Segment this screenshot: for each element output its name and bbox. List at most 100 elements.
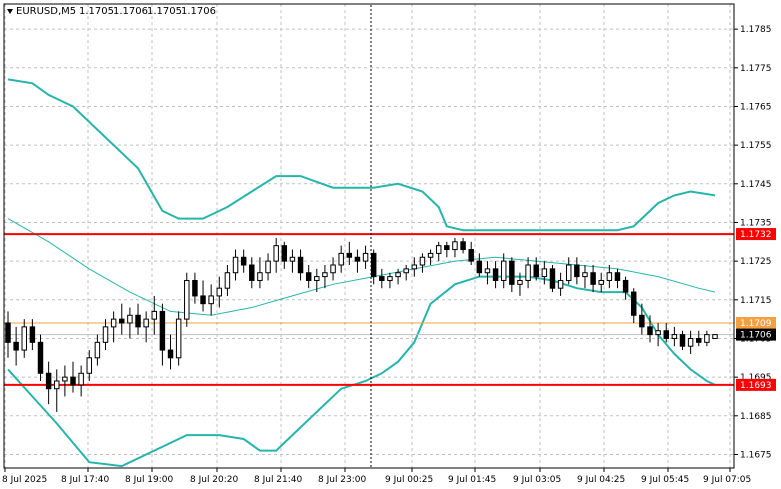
x-tick-label: 9 Jul 04:25 xyxy=(577,475,625,485)
y-tick-label: 1.1675 xyxy=(740,450,772,460)
candle xyxy=(143,311,149,343)
level-tag-label: 1.1732 xyxy=(740,230,772,240)
ohlc-close: 1.1706 xyxy=(181,6,216,17)
candle-body xyxy=(549,268,556,289)
candle xyxy=(151,295,158,335)
x-tick-label: 8 Jul 20:20 xyxy=(190,475,239,485)
candle-body xyxy=(452,241,458,251)
level-tag xyxy=(736,228,776,241)
candle xyxy=(484,261,491,285)
candle xyxy=(704,330,710,347)
candle xyxy=(379,268,385,289)
candle-body xyxy=(135,314,141,328)
candle xyxy=(265,253,271,281)
candlesticks xyxy=(5,237,718,412)
candle-body xyxy=(509,260,515,285)
candle-body xyxy=(354,256,361,262)
candle-body xyxy=(557,279,564,289)
ohlc-high: 1.1706 xyxy=(113,6,148,17)
y-tick-label: 1.1775 xyxy=(740,64,772,74)
candle xyxy=(192,272,198,304)
candle-body xyxy=(37,341,44,374)
candle xyxy=(102,319,109,351)
candle xyxy=(476,253,483,277)
chart-grid xyxy=(4,4,734,468)
y-tick-label: 1.1755 xyxy=(740,141,772,151)
candle-body xyxy=(249,264,255,281)
candle xyxy=(346,241,353,265)
candle xyxy=(200,280,206,312)
candle-body xyxy=(387,276,393,281)
candle xyxy=(338,245,344,273)
candle xyxy=(525,257,531,289)
candle xyxy=(598,272,604,293)
candle xyxy=(45,361,52,405)
y-tick-label: 1.1715 xyxy=(740,296,772,306)
candle-body xyxy=(411,264,418,270)
candle xyxy=(354,249,361,273)
candle xyxy=(29,319,36,351)
candle-body xyxy=(224,272,231,289)
candle-body xyxy=(297,256,304,274)
x-tick-label: 9 Jul 07:05 xyxy=(703,475,751,485)
candle-body xyxy=(655,330,661,336)
candle xyxy=(314,268,320,293)
x-tick-label: 9 Jul 01:45 xyxy=(448,475,496,485)
candle-body xyxy=(70,376,76,386)
candle-body xyxy=(525,264,531,281)
candle-body xyxy=(240,256,247,266)
candle-body xyxy=(159,310,166,351)
y-tick-label: 1.1785 xyxy=(740,25,772,35)
candle xyxy=(427,249,434,265)
candle-body xyxy=(639,314,645,328)
candle xyxy=(419,253,426,273)
candle xyxy=(696,330,702,347)
candle-body xyxy=(574,264,580,278)
candle-body xyxy=(565,264,572,281)
ohlc-low: 1.1705 xyxy=(147,6,182,17)
candle xyxy=(208,284,214,316)
candle xyxy=(21,319,27,358)
candle-body xyxy=(330,264,336,274)
candle-body xyxy=(582,272,588,278)
candle-body xyxy=(712,334,718,339)
candle xyxy=(403,265,409,281)
y-tick-label: 1.1725 xyxy=(740,257,772,267)
candle-body xyxy=(338,252,344,266)
candle-body xyxy=(679,334,686,347)
candle xyxy=(257,257,263,289)
chart-header: EURUSD,M5 1.1705 1.1706 1.1705 1.1706 xyxy=(7,6,216,17)
y-tick-label: 1.1735 xyxy=(740,218,772,228)
candle xyxy=(549,265,556,293)
candle xyxy=(54,369,60,412)
candle xyxy=(175,311,182,366)
candle-body xyxy=(370,252,377,278)
candle xyxy=(395,268,401,285)
y-tick-label: 1.1685 xyxy=(740,412,772,422)
candle xyxy=(712,334,718,339)
candle-body xyxy=(305,272,312,281)
candle-body xyxy=(192,279,198,297)
candle-body xyxy=(86,357,92,374)
candle-body xyxy=(257,272,263,281)
candle-body xyxy=(143,318,149,328)
candle-body xyxy=(427,252,434,258)
candle-body xyxy=(484,268,491,274)
candle-body xyxy=(78,372,84,386)
candle-body xyxy=(460,241,466,251)
y-tick-label: 1.1695 xyxy=(740,373,772,383)
candle xyxy=(663,323,669,343)
candle xyxy=(655,323,661,347)
candle-body xyxy=(444,245,450,251)
candle xyxy=(110,311,117,343)
x-tick-label: 8 Jul 21:40 xyxy=(254,475,303,485)
candle xyxy=(468,241,474,265)
candle xyxy=(281,241,288,269)
candle-body xyxy=(500,260,507,281)
candle-body xyxy=(54,380,60,390)
candle-body xyxy=(362,252,369,262)
candle-body xyxy=(346,252,353,258)
triangle-down-icon[interactable] xyxy=(7,9,13,14)
candle xyxy=(167,334,174,370)
